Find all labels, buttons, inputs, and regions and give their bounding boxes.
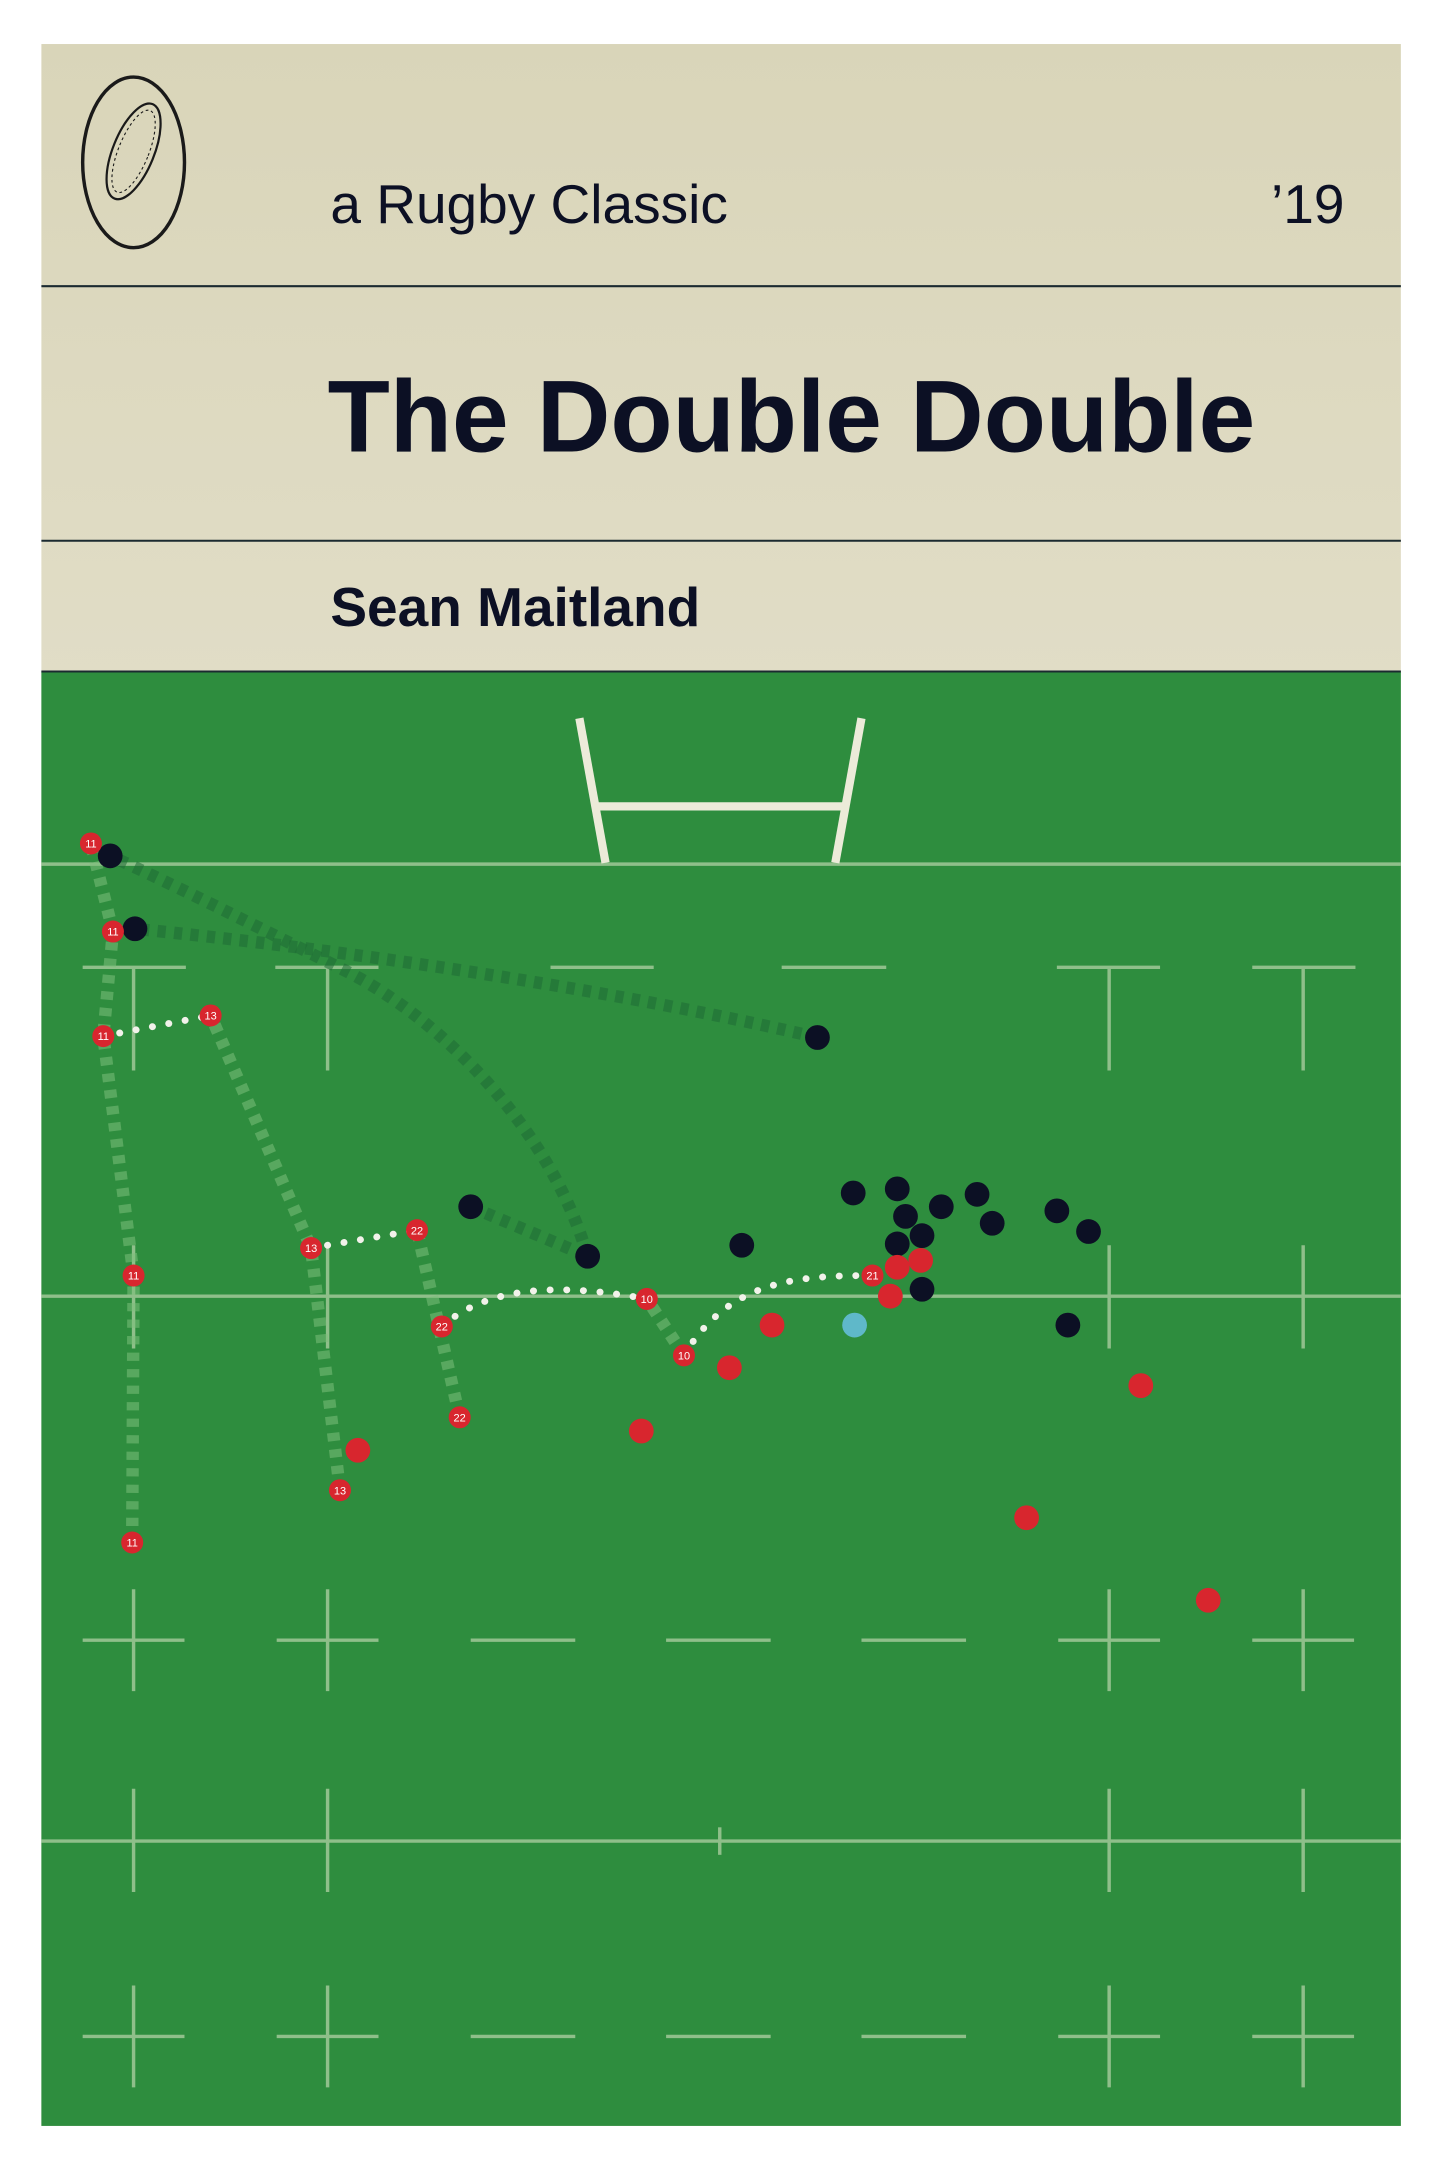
attacker-dot: [628, 1418, 654, 1444]
attacker-dot: [877, 1283, 903, 1309]
numbered-player: 11: [122, 1264, 145, 1287]
defender-dot: [909, 1276, 935, 1302]
defender-dot: [979, 1210, 1005, 1236]
pitch-markings: [41, 862, 1401, 2088]
player-number: 22: [411, 1225, 423, 1237]
pass-lines: [99, 1012, 876, 1359]
numbered-player: 13: [328, 1479, 351, 1502]
attacker-dot: [908, 1248, 934, 1273]
defender-dot: [964, 1181, 990, 1207]
attacker-dot: [1128, 1373, 1154, 1399]
numbered-player: 22: [430, 1315, 453, 1338]
player-number: 13: [334, 1485, 346, 1497]
attacker-dot: [345, 1437, 371, 1463]
defender-dot: [893, 1203, 918, 1229]
attacker-dot: [1014, 1505, 1039, 1531]
ball-dot: [842, 1312, 867, 1338]
series-label: a Rugby Classic: [330, 173, 728, 235]
player-marker: [635, 1287, 658, 1310]
numbered-player: 22: [406, 1219, 429, 1242]
player-marker: [328, 1479, 351, 1502]
player-number: 22: [436, 1322, 448, 1334]
player-marker: [430, 1315, 453, 1338]
pitch: [41, 671, 1401, 2126]
numbered-player: 21: [861, 1264, 884, 1287]
numbered-player: 11: [101, 920, 124, 943]
player-number: 11: [98, 1031, 109, 1043]
defender-dot: [1076, 1219, 1101, 1244]
run-trail: [641, 1295, 690, 1359]
numbered-player: 13: [199, 1004, 222, 1027]
player-number: 10: [678, 1350, 690, 1362]
player-marker: [101, 920, 124, 943]
numbered-player: 10: [672, 1344, 695, 1367]
player-number: 21: [866, 1271, 878, 1283]
player-number: 11: [126, 1538, 137, 1550]
pass-line: [680, 1272, 876, 1359]
player-marker: [300, 1237, 323, 1260]
numbered-player: 13: [300, 1237, 323, 1260]
player-number: 13: [305, 1243, 317, 1255]
defender-trail: [468, 1201, 591, 1262]
player-marker: [861, 1264, 884, 1287]
defender-dot: [805, 1025, 830, 1050]
goal-posts: [575, 717, 866, 864]
author-name: Sean Maitland: [330, 576, 700, 638]
defender-dot: [575, 1243, 601, 1269]
defender-dot: [884, 1231, 910, 1257]
numbered-player: 11: [79, 832, 102, 855]
defender-dot: [884, 1176, 910, 1202]
defender-dot: [458, 1194, 484, 1220]
attacker-dot: [759, 1312, 785, 1338]
defender-trail: [107, 850, 594, 1259]
numbered-player: 22: [448, 1406, 471, 1429]
player-marker: [672, 1344, 695, 1367]
pass-line: [99, 1012, 215, 1040]
player-number: 22: [454, 1412, 466, 1424]
defender-dot: [909, 1223, 935, 1249]
attacker-dot: [884, 1254, 910, 1280]
defender-trail: [134, 922, 819, 1044]
numbered-player: 10: [635, 1287, 658, 1310]
player-number: 13: [205, 1011, 217, 1023]
attacker-dot: [716, 1355, 742, 1381]
defender-dot: [928, 1194, 954, 1220]
player-number: 11: [85, 839, 96, 851]
attacker-dot: [1195, 1587, 1221, 1613]
players: 11 11 11 13 13 22 22 22 10 10 21 11 11 13: [79, 832, 1221, 1613]
defender-dot: [1044, 1198, 1070, 1224]
numbered-player: 11: [121, 1531, 144, 1554]
run-trails: [84, 841, 819, 1543]
book-title: The Double Double: [328, 359, 1256, 473]
player-marker: [122, 1264, 145, 1287]
defender-dot: [1055, 1312, 1081, 1338]
defender-dot: [840, 1180, 866, 1206]
player-marker: [121, 1531, 144, 1554]
year-label: ’19: [1271, 173, 1344, 235]
defender-dot: [729, 1232, 755, 1258]
player-marker: [448, 1406, 471, 1429]
defender-dot: [97, 843, 123, 869]
pass-line: [307, 1226, 421, 1252]
player-number: 10: [641, 1294, 653, 1306]
player-number: 11: [128, 1271, 139, 1283]
player-marker: [406, 1219, 429, 1242]
player-marker: [199, 1004, 222, 1027]
player-marker: [92, 1025, 115, 1048]
numbered-player: 11: [92, 1025, 115, 1048]
player-marker: [79, 832, 102, 855]
defender-dot: [122, 916, 148, 942]
player-number: 11: [107, 927, 118, 939]
